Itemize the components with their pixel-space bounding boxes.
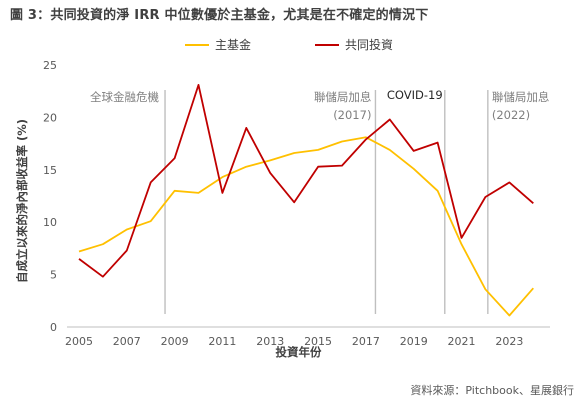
y-tick-label: 10 bbox=[43, 216, 57, 229]
y-tick-label: 20 bbox=[43, 111, 57, 124]
y-tick-label: 25 bbox=[43, 59, 57, 72]
source-note: 資料來源：Pitchbook、星展銀行 bbox=[410, 384, 574, 397]
x-tick-label: 2007 bbox=[113, 335, 141, 348]
series-line-1 bbox=[78, 84, 534, 278]
chart-title: 圖 3：共同投資的淨 IRR 中位數優於主基金，尤其是在不確定的情況下 bbox=[10, 8, 429, 23]
event-annotations: 全球金融危機 聯儲局加息 (2017) COVID-19 聯儲局加息 (2022) bbox=[90, 88, 549, 314]
event-sublabel: (2017) bbox=[333, 108, 371, 122]
x-tick-label: 2021 bbox=[448, 335, 476, 348]
legend-label: 共同投資 bbox=[345, 37, 393, 52]
y-tick-label: 0 bbox=[50, 321, 57, 334]
x-tick-label: 2005 bbox=[65, 335, 93, 348]
event-sublabel: (2022) bbox=[492, 108, 530, 122]
x-axis-title: 投資年份 bbox=[276, 345, 322, 359]
x-tick-label: 2013 bbox=[256, 335, 284, 348]
event-label: 聯儲局加息 bbox=[314, 90, 372, 104]
event-label: COVID-19 bbox=[387, 88, 443, 102]
x-tick-label: 2017 bbox=[352, 335, 380, 348]
y-tick-label: 5 bbox=[50, 269, 57, 282]
legend-label: 主基金 bbox=[215, 37, 251, 52]
y-tick-label: 15 bbox=[43, 164, 57, 177]
series-line-0 bbox=[78, 136, 534, 317]
axes: 0 5 10 15 20 25 2005 2007 2009 2011 2013 2015 2017 20… bbox=[43, 59, 550, 348]
x-tick-label: 2009 bbox=[161, 335, 189, 348]
x-tick-label: 2011 bbox=[208, 335, 236, 348]
event-label: 聯儲局加息 bbox=[492, 90, 549, 104]
legend: 主基金 共同投資 bbox=[185, 37, 393, 52]
y-axis-title: 自成立以來的淨內部收益率 (%) bbox=[15, 119, 29, 283]
series-lines bbox=[78, 84, 534, 317]
x-tick-label: 2015 bbox=[304, 335, 332, 348]
x-tick-label: 2023 bbox=[495, 335, 523, 348]
event-label: 全球金融危機 bbox=[90, 90, 159, 104]
x-tick-label: 2019 bbox=[400, 335, 428, 348]
